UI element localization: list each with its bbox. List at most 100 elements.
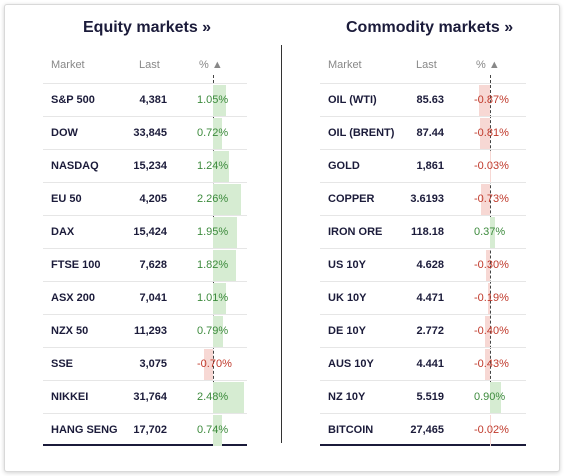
market-name: NIKKEI	[51, 391, 89, 403]
percent-change: -0.70%	[197, 358, 232, 370]
equity-markets-link[interactable]: Equity markets »	[83, 19, 212, 36]
last-price: 7,041	[139, 292, 167, 304]
last-price: 4,205	[139, 193, 167, 205]
percent-change: 0.37%	[474, 226, 506, 238]
equity-header-pct[interactable]: % ▲	[199, 59, 223, 71]
market-name: NZX 50	[51, 325, 89, 337]
percent-change: -0.81%	[474, 127, 509, 139]
commodity-table-header: Market Last % ▲	[320, 59, 526, 75]
table-row[interactable]: HANG SENG 17,702 0.74%	[43, 413, 247, 446]
market-name: NASDAQ	[51, 160, 99, 172]
market-name: S&P 500	[51, 94, 95, 106]
market-name: NZ 10Y	[328, 391, 366, 403]
last-price: 11,293	[133, 325, 167, 337]
market-name: US 10Y	[328, 259, 366, 271]
table-row[interactable]: OIL (WTI) 85.63 -0.87%	[320, 83, 526, 116]
market-name: BITCOIN	[328, 424, 374, 436]
market-name: HANG SENG	[51, 424, 118, 436]
change-bar	[489, 151, 491, 182]
market-name: IRON ORE	[328, 226, 383, 238]
last-price: 4.628	[416, 259, 444, 271]
table-row[interactable]: DE 10Y 2.772 -0.40%	[320, 314, 526, 347]
last-price: 15,424	[133, 226, 167, 238]
table-row[interactable]: DOW 33,845 0.72%	[43, 116, 247, 149]
change-bar	[213, 151, 229, 182]
percent-change: 0.72%	[197, 127, 229, 139]
market-name: EU 50	[51, 193, 82, 205]
percent-change: 0.90%	[474, 391, 506, 403]
markets-widget: Equity markets » Market Last % ▲ S&P 500…	[4, 4, 560, 472]
table-row[interactable]: US 10Y 4.628 -0.30%	[320, 248, 526, 281]
market-name: DE 10Y	[328, 325, 366, 337]
table-row[interactable]: UK 10Y 4.471 -0.19%	[320, 281, 526, 314]
table-row[interactable]: FTSE 100 7,628 1.82%	[43, 248, 247, 281]
commodity-header-last[interactable]: Last	[416, 59, 437, 71]
change-bar	[204, 349, 213, 380]
table-row[interactable]: NZ 10Y 5.519 0.90%	[320, 380, 526, 413]
last-price: 3.6193	[410, 193, 444, 205]
change-bar	[213, 217, 238, 248]
market-name: DAX	[51, 226, 75, 238]
table-row[interactable]: NASDAQ 15,234 1.24%	[43, 149, 247, 182]
table-row[interactable]: SSE 3,075 -0.70%	[43, 347, 247, 380]
percent-change: 0.74%	[197, 424, 229, 436]
commodity-header-market[interactable]: Market	[328, 59, 362, 71]
table-row[interactable]: EU 50 4,205 2.26%	[43, 182, 247, 215]
last-price: 4.441	[416, 358, 444, 370]
last-price: 3,075	[139, 358, 167, 370]
market-name: OIL (BRENT)	[328, 127, 395, 139]
market-name: OIL (WTI)	[328, 94, 377, 106]
change-bar	[213, 415, 223, 446]
table-row[interactable]: ASX 200 7,041 1.01%	[43, 281, 247, 314]
last-price: 27,465	[410, 424, 444, 436]
table-row[interactable]: DAX 15,424 1.95%	[43, 215, 247, 248]
table-row[interactable]: NZX 50 11,293 0.79%	[43, 314, 247, 347]
percent-change: 1.24%	[197, 160, 229, 172]
table-row[interactable]: BITCOIN 27,465 -0.02%	[320, 413, 526, 446]
last-price: 17,702	[133, 424, 167, 436]
percent-change: -0.02%	[474, 424, 509, 436]
percent-change: 2.48%	[197, 391, 229, 403]
table-row[interactable]: GOLD 1,861 -0.03%	[320, 149, 526, 182]
market-name: AUS 10Y	[328, 358, 374, 370]
table-row[interactable]: COPPER 3.6193 -0.73%	[320, 182, 526, 215]
change-bar	[213, 118, 222, 149]
change-bar	[485, 316, 490, 347]
last-price: 5.519	[416, 391, 444, 403]
percent-change: 2.26%	[197, 193, 229, 205]
equity-header-last[interactable]: Last	[139, 59, 160, 71]
change-bar	[479, 118, 490, 149]
percent-change: -0.40%	[474, 325, 509, 337]
equity-table-body: S&P 500 4,381 1.05% DOW 33,845 0.72% NASDAQ 15,…	[43, 83, 247, 446]
market-name: GOLD	[328, 160, 360, 172]
equity-table-header: Market Last % ▲	[43, 59, 247, 75]
commodity-header-pct[interactable]: % ▲	[476, 59, 500, 71]
change-bar	[486, 250, 490, 281]
market-name: ASX 200	[51, 292, 96, 304]
change-bar	[213, 250, 236, 281]
percent-change: 1.95%	[197, 226, 229, 238]
change-bar	[213, 85, 227, 116]
change-bar	[487, 283, 490, 314]
last-price: 33,845	[133, 127, 167, 139]
percent-change: -0.43%	[474, 358, 509, 370]
table-row[interactable]: AUS 10Y 4.441 -0.43%	[320, 347, 526, 380]
commodity-zero-line	[490, 75, 491, 439]
table-row[interactable]: IRON ORE 118.18 0.37%	[320, 215, 526, 248]
percent-change: -0.19%	[474, 292, 509, 304]
change-bar	[484, 349, 490, 380]
table-row[interactable]: S&P 500 4,381 1.05%	[43, 83, 247, 116]
equity-header-market[interactable]: Market	[51, 59, 85, 71]
last-price: 85.63	[416, 94, 444, 106]
panel-divider	[281, 45, 282, 443]
table-row[interactable]: OIL (BRENT) 87.44 -0.81%	[320, 116, 526, 149]
commodity-markets-link[interactable]: Commodity markets »	[346, 19, 514, 36]
change-bar	[213, 316, 223, 347]
last-price: 7,628	[139, 259, 167, 271]
last-price: 4,381	[139, 94, 167, 106]
market-name: COPPER	[328, 193, 375, 205]
change-bar	[480, 184, 490, 215]
commodity-table-body: OIL (WTI) 85.63 -0.87% OIL (BRENT) 87.44 -0.8…	[320, 83, 526, 446]
market-name: UK 10Y	[328, 292, 367, 304]
table-row[interactable]: NIKKEI 31,764 2.48%	[43, 380, 247, 413]
